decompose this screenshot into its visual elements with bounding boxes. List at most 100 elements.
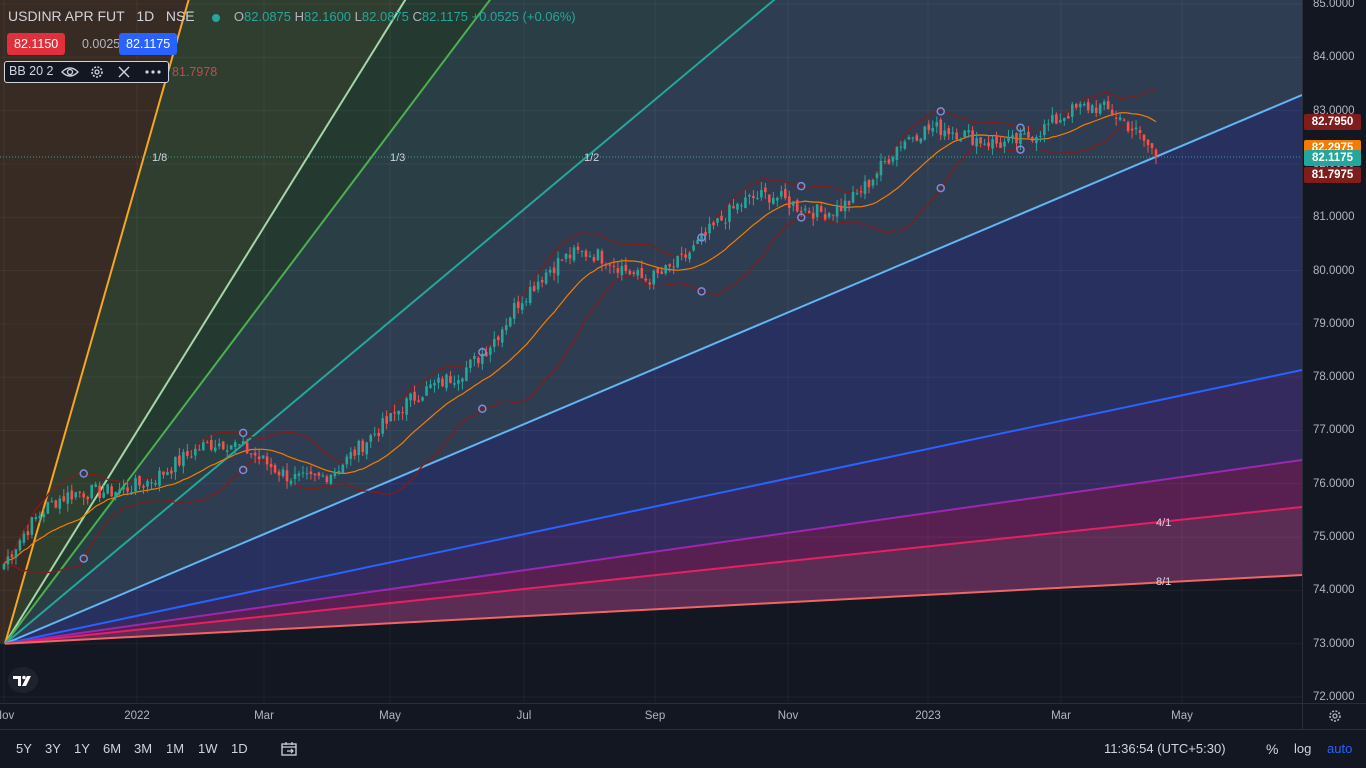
high-label: H [294, 9, 305, 24]
candle-body [680, 253, 683, 255]
interval[interactable]: 1D [136, 8, 155, 24]
candle-body [373, 433, 377, 435]
log-toggle[interactable]: log [1294, 741, 1312, 756]
candle-body [668, 264, 671, 267]
candle-body [321, 475, 325, 477]
tradingview-logo[interactable] [8, 667, 38, 693]
gann-label-4-1: 4/1 [1156, 517, 1172, 529]
candle-body [253, 452, 257, 456]
anchor-point-low-0 [79, 554, 88, 563]
candle-body [66, 492, 70, 504]
price-tick: 81.0000 [1313, 211, 1355, 224]
candle-body [154, 482, 157, 485]
time-tick: Sep [644, 710, 666, 722]
candle-body [512, 302, 516, 319]
anchor-point-2 [478, 347, 487, 357]
candle-body [656, 268, 660, 274]
candle-body [277, 471, 281, 476]
price-label-2: 82.1175 [1304, 149, 1361, 166]
candle-body [102, 492, 105, 498]
bid-button[interactable]: 82.1150 [7, 33, 66, 55]
more-icon[interactable] [144, 64, 162, 83]
gann-fan-lines[interactable] [4, 0, 1302, 645]
symbol-name[interactable]: USDINR APR FUT [8, 8, 125, 24]
settings-gear-icon[interactable] [1327, 708, 1343, 729]
range-button-3y[interactable]: 3Y [45, 741, 61, 756]
indicator-legend[interactable]: BB 20 2 [4, 61, 169, 83]
time-tick: May [379, 710, 401, 722]
price-tick: 73.0000 [1313, 637, 1355, 650]
range-button-6m[interactable]: 6M [103, 741, 122, 756]
candle-body [1090, 105, 1094, 114]
range-button-1y[interactable]: 1Y [74, 741, 90, 756]
candle-body [532, 285, 536, 292]
gann-line-3 [4, 0, 776, 645]
gann-line-8 [4, 574, 1302, 645]
candle-body [839, 205, 843, 212]
open-label: O [233, 9, 245, 24]
chart-pane[interactable]: USDINR APR FUT 1D NSE O82.0875 H82.1600 … [0, 0, 1302, 703]
price-scale[interactable]: 85.000084.000083.000082.000081.000080.00… [1302, 0, 1366, 703]
candle-body [469, 359, 472, 368]
candle-body [261, 455, 265, 459]
indicator-name[interactable]: BB 20 2 [9, 64, 54, 78]
axis-settings[interactable] [1302, 703, 1366, 729]
candle-body [325, 476, 329, 483]
candle-body [333, 471, 337, 477]
price-tick: 79.0000 [1313, 317, 1355, 330]
gann-label-1-3: 1/3 [390, 152, 406, 164]
candle-body [835, 206, 839, 217]
candle-body [959, 139, 962, 142]
candle-body [18, 540, 22, 551]
candle-body [229, 445, 233, 450]
percent-toggle[interactable]: % [1266, 741, 1279, 757]
candle-body [329, 474, 333, 484]
range-button-1d[interactable]: 1D [231, 741, 248, 756]
candle-body [146, 480, 149, 487]
candle-body [1118, 117, 1122, 120]
candle-body [1074, 103, 1078, 108]
candle-body [568, 254, 572, 259]
candle-body [94, 484, 97, 487]
candle-body [158, 470, 161, 486]
candle-body [249, 453, 253, 455]
range-button-3m[interactable]: 3M [134, 741, 153, 756]
candle-body [803, 208, 807, 211]
candle-body [1138, 130, 1142, 134]
range-button-1m[interactable]: 1M [166, 741, 185, 756]
gann-label-8-1: 8/1 [1156, 576, 1172, 588]
candle-body [987, 142, 990, 147]
candle-body [1055, 114, 1058, 124]
gann-line-6 [4, 459, 1302, 645]
auto-toggle[interactable]: auto [1327, 741, 1353, 756]
chart-canvas[interactable] [0, 0, 1302, 703]
range-button-5y[interactable]: 5Y [16, 741, 32, 756]
candle-body [1039, 135, 1042, 137]
clock-timezone[interactable]: 11:36:54 (UTC+5:30) [1104, 741, 1226, 756]
candle-body [983, 143, 986, 145]
time-axis[interactable]: Nov 2022 Mar May Jul Sep Nov 2023 Mar May [0, 703, 1302, 729]
candle-body [1007, 137, 1010, 142]
anchor-point-low-1 [238, 465, 248, 475]
candle-body [461, 378, 464, 382]
candle-body [365, 442, 369, 455]
ask-button[interactable]: 82.1175 [119, 33, 178, 55]
candle-body [74, 492, 78, 498]
gear-icon[interactable] [89, 64, 105, 83]
time-tick: May [1171, 710, 1193, 722]
candle-body [170, 470, 173, 474]
close-label: C [412, 9, 422, 24]
candle-body [1122, 119, 1126, 121]
candle-body [389, 412, 392, 422]
candle-body [660, 271, 664, 274]
goto-date-icon[interactable] [280, 741, 298, 762]
close-icon[interactable] [117, 64, 131, 83]
range-button-1w[interactable]: 1W [198, 741, 218, 756]
high-value: 82.1600 [304, 9, 352, 24]
drawing-anchors[interactable] [79, 107, 1025, 563]
eye-icon[interactable] [61, 64, 79, 83]
candle-body [508, 317, 512, 327]
candle-body [46, 502, 50, 514]
candle-body [504, 325, 508, 331]
candle-body [213, 447, 217, 452]
